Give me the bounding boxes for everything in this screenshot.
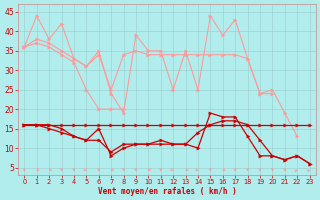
X-axis label: Vent moyen/en rafales ( km/h ): Vent moyen/en rafales ( km/h ) [98,187,236,196]
